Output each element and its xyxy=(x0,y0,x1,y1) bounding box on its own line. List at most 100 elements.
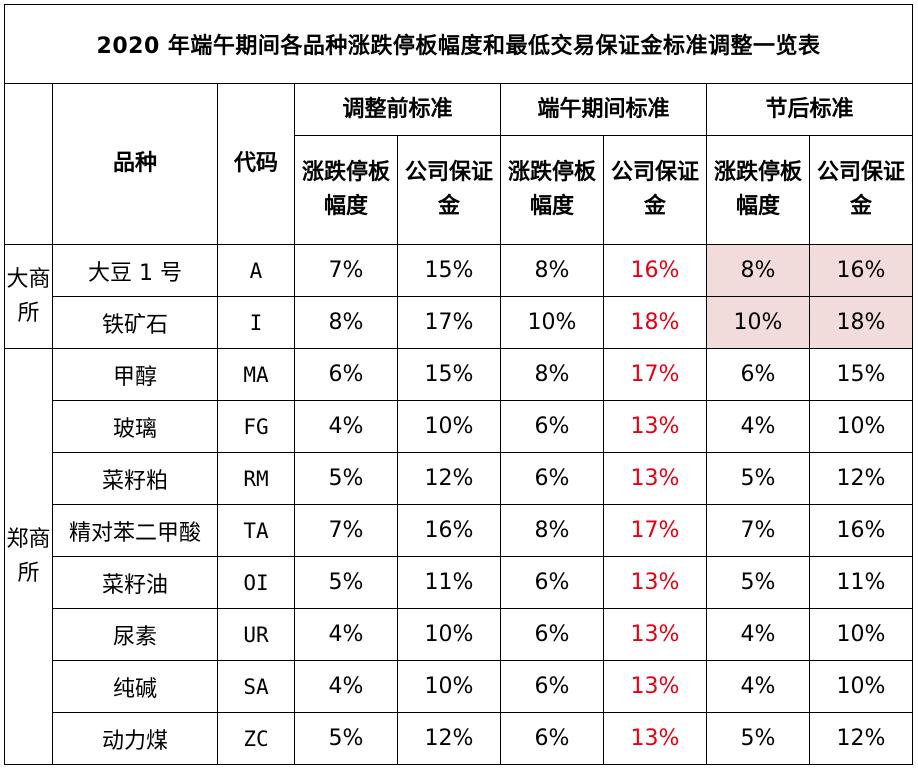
during-limit-header: 涨跌停板幅度 xyxy=(501,136,604,245)
before-margin-cell: 17% xyxy=(398,297,501,349)
variety-cell: 铁矿石 xyxy=(53,297,218,349)
before-limit-cell: 4% xyxy=(295,661,398,713)
table-row: 纯碱 SA 4% 10% 6% 13% 4% 10% xyxy=(5,661,913,713)
during-limit-cell: 8% xyxy=(501,505,604,557)
after-limit-cell: 4% xyxy=(707,401,810,453)
variety-cell: 甲醇 xyxy=(53,349,218,401)
before-margin-cell: 10% xyxy=(398,609,501,661)
after-limit-cell: 5% xyxy=(707,453,810,505)
after-limit-cell: 6% xyxy=(707,349,810,401)
after-limit-cell: 8% xyxy=(707,245,810,297)
table-title: 2020 年端午期间各品种涨跌停板幅度和最低交易保证金标准调整一览表 xyxy=(5,5,913,84)
table-row: 郑商所 甲醇 MA 6% 15% 8% 17% 6% 15% xyxy=(5,349,913,401)
code-cell: ZC xyxy=(218,713,295,765)
during-margin-cell: 13% xyxy=(604,401,707,453)
during-limit-cell: 6% xyxy=(501,609,604,661)
before-margin-cell: 15% xyxy=(398,349,501,401)
before-limit-cell: 5% xyxy=(295,453,398,505)
after-limit-cell: 10% xyxy=(707,297,810,349)
before-margin-cell: 12% xyxy=(398,713,501,765)
after-margin-cell: 18% xyxy=(810,297,913,349)
before-margin-cell: 11% xyxy=(398,557,501,609)
during-limit-cell: 6% xyxy=(501,453,604,505)
before-margin-cell: 15% xyxy=(398,245,501,297)
during-margin-cell: 13% xyxy=(604,661,707,713)
code-cell: MA xyxy=(218,349,295,401)
adjustment-table: 2020 年端午期间各品种涨跌停板幅度和最低交易保证金标准调整一览表 品种 代码… xyxy=(4,4,913,765)
after-margin-cell: 15% xyxy=(810,349,913,401)
table-row: 大商所 大豆 1 号 A 7% 15% 8% 16% 8% 16% xyxy=(5,245,913,297)
after-margin-cell: 16% xyxy=(810,245,913,297)
after-limit-cell: 7% xyxy=(707,505,810,557)
variety-cell: 菜籽粕 xyxy=(53,453,218,505)
before-limit-header: 涨跌停板幅度 xyxy=(295,136,398,245)
during-limit-cell: 6% xyxy=(501,661,604,713)
during-limit-cell: 6% xyxy=(501,713,604,765)
group-before-header: 调整前标准 xyxy=(295,84,501,136)
group-during-header: 端午期间标准 xyxy=(501,84,707,136)
exchange-cell-zce: 郑商所 xyxy=(5,349,53,765)
code-cell: FG xyxy=(218,401,295,453)
group-after-header: 节后标准 xyxy=(707,84,913,136)
code-cell: TA xyxy=(218,505,295,557)
before-limit-cell: 7% xyxy=(295,245,398,297)
before-limit-cell: 8% xyxy=(295,297,398,349)
after-margin-cell: 10% xyxy=(810,609,913,661)
before-margin-cell: 10% xyxy=(398,401,501,453)
code-cell: RM xyxy=(218,453,295,505)
variety-cell: 玻璃 xyxy=(53,401,218,453)
after-margin-cell: 12% xyxy=(810,453,913,505)
code-cell: I xyxy=(218,297,295,349)
table-row: 尿素 UR 4% 10% 6% 13% 4% 10% xyxy=(5,609,913,661)
after-limit-header: 涨跌停板幅度 xyxy=(707,136,810,245)
after-margin-cell: 11% xyxy=(810,557,913,609)
variety-cell: 大豆 1 号 xyxy=(53,245,218,297)
during-margin-header: 公司保证金 xyxy=(604,136,707,245)
during-limit-cell: 6% xyxy=(501,401,604,453)
during-limit-cell: 10% xyxy=(501,297,604,349)
before-margin-cell: 12% xyxy=(398,453,501,505)
before-margin-cell: 16% xyxy=(398,505,501,557)
before-margin-cell: 10% xyxy=(398,661,501,713)
before-margin-header: 公司保证金 xyxy=(398,136,501,245)
during-limit-cell: 6% xyxy=(501,557,604,609)
code-header: 代码 xyxy=(218,84,295,245)
during-limit-cell: 8% xyxy=(501,349,604,401)
before-limit-cell: 4% xyxy=(295,401,398,453)
after-limit-cell: 4% xyxy=(707,609,810,661)
table-row: 菜籽粕 RM 5% 12% 6% 13% 5% 12% xyxy=(5,453,913,505)
code-cell: OI xyxy=(218,557,295,609)
after-margin-cell: 12% xyxy=(810,713,913,765)
after-limit-cell: 5% xyxy=(707,557,810,609)
before-limit-cell: 5% xyxy=(295,557,398,609)
table-row: 精对苯二甲酸 TA 7% 16% 8% 17% 7% 16% xyxy=(5,505,913,557)
during-margin-cell: 13% xyxy=(604,609,707,661)
after-margin-cell: 10% xyxy=(810,661,913,713)
variety-cell: 精对苯二甲酸 xyxy=(53,505,218,557)
after-margin-header: 公司保证金 xyxy=(810,136,913,245)
before-limit-cell: 5% xyxy=(295,713,398,765)
variety-cell: 纯碱 xyxy=(53,661,218,713)
table-row: 铁矿石 I 8% 17% 10% 18% 10% 18% xyxy=(5,297,913,349)
before-limit-cell: 6% xyxy=(295,349,398,401)
during-margin-cell: 16% xyxy=(604,245,707,297)
code-cell: A xyxy=(218,245,295,297)
after-margin-cell: 10% xyxy=(810,401,913,453)
table-row: 菜籽油 OI 5% 11% 6% 13% 5% 11% xyxy=(5,557,913,609)
before-limit-cell: 7% xyxy=(295,505,398,557)
during-margin-cell: 13% xyxy=(604,713,707,765)
during-margin-cell: 13% xyxy=(604,453,707,505)
during-margin-cell: 18% xyxy=(604,297,707,349)
during-limit-cell: 8% xyxy=(501,245,604,297)
exchange-header-cell xyxy=(5,84,53,245)
exchange-cell-dce: 大商所 xyxy=(5,245,53,349)
after-limit-cell: 5% xyxy=(707,713,810,765)
variety-cell: 动力煤 xyxy=(53,713,218,765)
table-row: 动力煤 ZC 5% 12% 6% 13% 5% 12% xyxy=(5,713,913,765)
before-limit-cell: 4% xyxy=(295,609,398,661)
variety-header: 品种 xyxy=(53,84,218,245)
variety-cell: 菜籽油 xyxy=(53,557,218,609)
during-margin-cell: 17% xyxy=(604,505,707,557)
during-margin-cell: 13% xyxy=(604,557,707,609)
after-limit-cell: 4% xyxy=(707,661,810,713)
